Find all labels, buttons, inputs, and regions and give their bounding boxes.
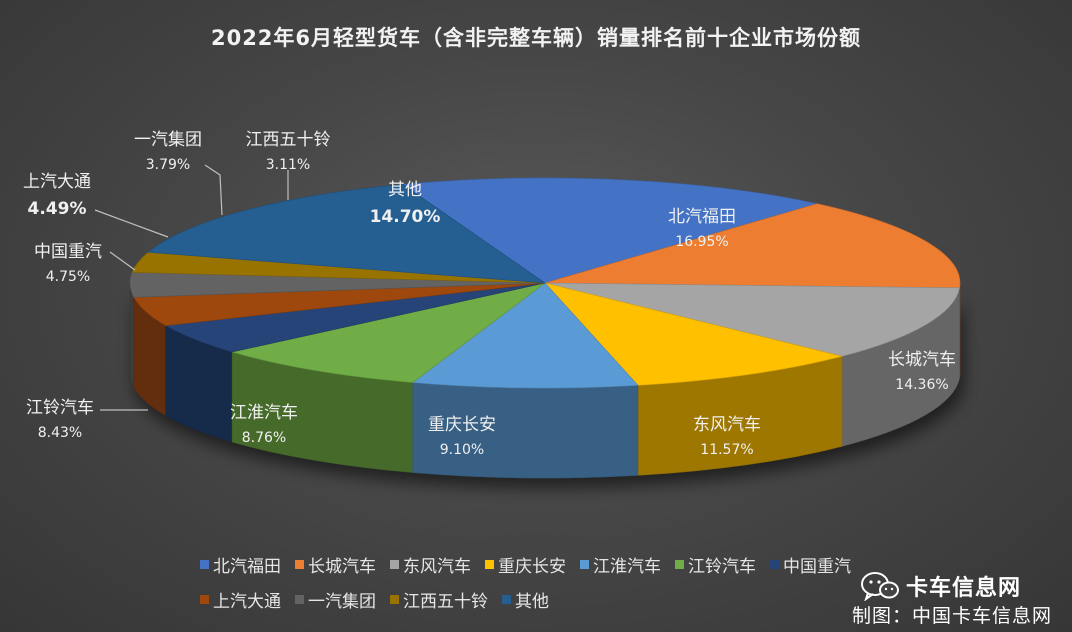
legend-label: 重庆长安 <box>498 557 566 577</box>
legend-swatch <box>295 560 304 569</box>
legend-swatch <box>770 560 779 569</box>
slice-label-长城汽车: 长城汽车 <box>888 350 956 370</box>
slice-label-上汽大通: 上汽大通 <box>23 172 91 192</box>
legend-item: 其他 <box>502 587 549 612</box>
legend-label: 一汽集团 <box>308 592 376 612</box>
leader-line-一汽集团 <box>204 164 223 216</box>
slice-value-重庆长安: 9.10% <box>440 442 484 458</box>
wechat-icon <box>861 572 899 601</box>
legend-item: 江西五十铃 <box>390 587 488 612</box>
slice-label-重庆长安: 重庆长安 <box>428 415 496 435</box>
legend-label: 上汽大通 <box>213 592 281 612</box>
legend-item: 北汽福田 <box>200 552 281 577</box>
legend-label: 江铃汽车 <box>688 557 756 577</box>
legend-label: 东风汽车 <box>403 557 471 577</box>
legend-swatch <box>675 560 684 569</box>
slice-东风汽车 <box>544 282 960 357</box>
legend-swatch <box>390 560 399 569</box>
legend-label: 其他 <box>515 592 549 612</box>
legend-label: 中国重汽 <box>783 557 851 577</box>
slice-label-江铃汽车: 江铃汽车 <box>26 398 94 418</box>
slice-value-一汽集团: 3.79% <box>146 157 190 173</box>
slice-value-江铃汽车: 8.43% <box>38 425 82 441</box>
legend-swatch <box>502 595 511 604</box>
slice-value-江西五十铃: 3.11% <box>266 157 310 173</box>
slice-label-其他: 其他 <box>388 180 422 200</box>
slice-江淮汽车 <box>411 282 639 389</box>
slice-label-东风汽车: 东风汽车 <box>693 415 761 435</box>
slice-value-中国重汽: 4.75% <box>46 269 90 285</box>
legend-swatch <box>580 560 589 569</box>
chart-credit: 制图：中国卡车信息网 <box>851 605 1052 627</box>
legend-item: 一汽集团 <box>295 587 376 612</box>
slice-value-其他: 14.70% <box>370 207 441 227</box>
slice-value-江淮汽车: 8.76% <box>242 430 286 446</box>
brand-name: 卡车信息网 <box>906 576 1022 601</box>
leader-line-中国重汽 <box>109 251 136 271</box>
legend-swatch <box>200 595 209 604</box>
legend-item: 中国重汽 <box>770 552 851 577</box>
slice-label-一汽集团: 一汽集团 <box>134 130 202 150</box>
legend-item: 江铃汽车 <box>675 552 756 577</box>
slice-北汽福田 <box>401 177 818 284</box>
slice-label-江西五十铃: 江西五十铃 <box>246 130 331 150</box>
slice-label-北汽福田: 北汽福田 <box>668 207 736 227</box>
watermark: 卡车信息网 <box>860 570 1021 602</box>
slice-label-江淮汽车: 江淮汽车 <box>230 403 298 423</box>
legend-label: 江淮汽车 <box>593 557 661 577</box>
chart-title: 2022年6月轻型货车（含非完整车辆）销量排名前十企业市场份额 <box>210 26 862 50</box>
legend-swatch <box>390 595 399 604</box>
slice-value-上汽大通: 4.49% <box>28 199 87 219</box>
slice-value-东风汽车: 11.57% <box>700 442 753 458</box>
legend-label: 北汽福田 <box>213 557 281 577</box>
slice-side-一汽集团 <box>129 282 135 388</box>
legend-item: 重庆长安 <box>485 552 566 577</box>
legend-swatch <box>485 560 494 569</box>
slice-重庆长安 <box>544 282 843 386</box>
slice-其他 <box>147 184 547 284</box>
legend-item: 东风汽车 <box>390 552 471 577</box>
legend-item: 长城汽车 <box>295 552 376 577</box>
chart-legend: 北汽福田 长城汽车 东风汽车 重庆长安 江淮汽车 江铃汽车 中国重汽上汽大通 一汽集团 江西五十… <box>200 552 870 612</box>
slice-长城汽车 <box>544 203 961 289</box>
legend-swatch <box>200 560 209 569</box>
slice-value-长城汽车: 14.36% <box>895 377 948 393</box>
legend-item: 上汽大通 <box>200 587 281 612</box>
legend-label: 江西五十铃 <box>403 592 488 612</box>
slice-江铃汽车 <box>232 282 546 383</box>
leader-line-上汽大通 <box>94 209 169 238</box>
slice-label-中国重汽: 中国重汽 <box>34 242 102 262</box>
slice-value-北汽福田: 16.95% <box>675 234 728 250</box>
legend-label: 长城汽车 <box>308 557 376 577</box>
legend-item: 江淮汽车 <box>580 552 661 577</box>
legend-swatch <box>295 595 304 604</box>
